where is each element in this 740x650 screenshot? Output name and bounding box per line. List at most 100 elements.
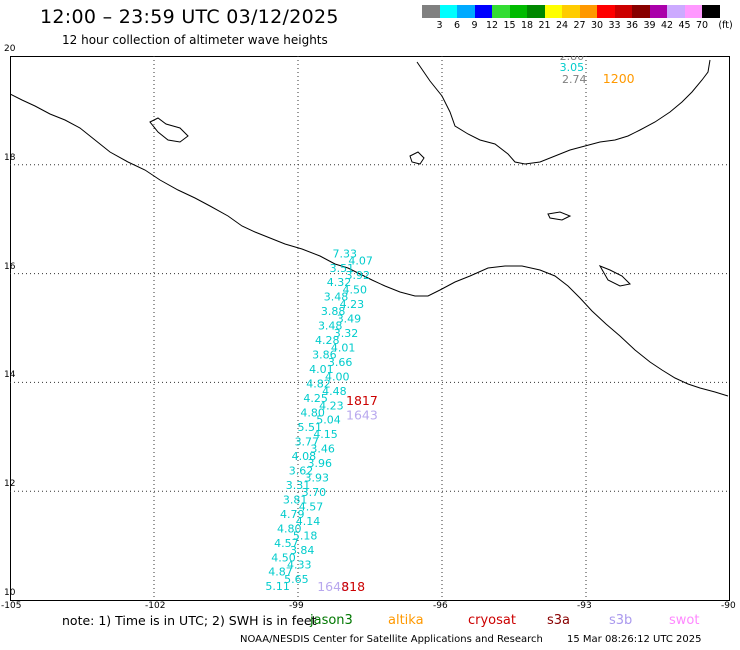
legend-tick-label: 70 xyxy=(695,20,709,31)
satellite-s3a: s3a xyxy=(547,613,571,628)
legend-swatch xyxy=(632,5,650,18)
swh-value-label: 4.50 xyxy=(271,551,296,564)
swh-value-label: 3.84 xyxy=(290,544,315,557)
legend-tick-label: 9 xyxy=(471,20,478,31)
satellite-jason3: jason3 xyxy=(310,613,353,628)
legend-tick-label: 21 xyxy=(538,20,551,31)
legend-swatch xyxy=(422,5,440,18)
swh-value-label: 4.87 xyxy=(268,566,293,579)
swh-value-label: 4.48 xyxy=(322,385,347,398)
swh-value-label: 3.46 xyxy=(310,443,335,456)
swh-value-label: 2.74 xyxy=(562,73,587,86)
swh-value-label: 4.15 xyxy=(313,428,338,441)
swh-value-label: 4.50 xyxy=(343,283,368,296)
latitude-label: 16 xyxy=(4,261,16,272)
legend-swatch xyxy=(562,5,580,18)
latitude-label: 18 xyxy=(4,152,16,163)
legend-swatch xyxy=(702,5,720,18)
swh-value-label: 3.51 xyxy=(330,262,355,275)
map-title: 12:00 – 23:59 UTC 03/12/2025 xyxy=(40,6,339,28)
swh-value-label: 3.62 xyxy=(289,464,314,477)
legend-tick-label: 6 xyxy=(453,20,461,31)
legend-swatch xyxy=(649,5,667,18)
legend-tick-label: 42 xyxy=(660,20,674,31)
swh-value-label: 4.00 xyxy=(325,370,350,383)
legend-swatch xyxy=(509,5,527,18)
swh-value-label: 4.08 xyxy=(292,450,317,463)
credit-text: NOAA/NESDIS Center for Satellite Applica… xyxy=(240,634,543,645)
wave-height-map: 7.334.073.513.924.324.503.484.233.883.49… xyxy=(10,56,730,601)
swh-value-label: 5.11 xyxy=(265,580,290,593)
swh-value-label: 4.82 xyxy=(306,378,331,391)
swh-value-label: 2.80 xyxy=(560,56,585,63)
island-coast xyxy=(598,265,632,287)
swh-value-label: 4.14 xyxy=(296,515,321,528)
legend-swatch xyxy=(544,5,562,18)
pass-time-label: 1643 xyxy=(317,579,349,594)
latitude-label: 14 xyxy=(4,370,16,381)
longitude-label: -96 xyxy=(433,601,448,611)
legend-tick-label: 30 xyxy=(590,20,604,31)
map-subtitle: 12 hour collection of altimeter wave hei… xyxy=(62,33,328,47)
swh-value-label: 4.25 xyxy=(303,392,328,405)
legend-tick-label: 27 xyxy=(573,20,586,31)
satellite-altika: altika xyxy=(388,613,424,628)
longitude-label: -105 xyxy=(1,601,22,611)
swh-value-label: 3.31 xyxy=(286,479,311,492)
swh-value-label: 3.77 xyxy=(295,435,320,448)
generated-timestamp: 15 Mar 08:26:12 UTC 2025 xyxy=(567,634,702,645)
legend-tick-label: 18 xyxy=(520,20,534,31)
swh-value-label: 4.01 xyxy=(331,341,356,354)
swh-value-label: 3.49 xyxy=(337,312,362,325)
longitude-label: -99 xyxy=(289,601,304,611)
swh-value-label: 4.07 xyxy=(348,255,373,268)
legend-tick-label: 45 xyxy=(678,20,691,31)
swh-value-label: 3.81 xyxy=(283,493,308,506)
legend-swatch xyxy=(492,5,510,18)
swh-value-label: 5.51 xyxy=(297,421,322,434)
swh-value-label: 5.04 xyxy=(316,414,341,427)
satellite-cryosat: cryosat xyxy=(468,613,516,628)
island-lagoon xyxy=(409,151,425,165)
footer-note: note: 1) Time is in UTC; 2) SWH is in fe… xyxy=(62,613,317,628)
legend-tick-label: 24 xyxy=(555,20,569,31)
legend-labels: 3 6 9 12 15 18 21 24 27 30 33 36 39 42 45 70 (ft) xyxy=(422,18,740,32)
swh-value-label: 7.33 xyxy=(333,247,358,260)
legend-swatch xyxy=(439,5,457,18)
legend-swatch xyxy=(457,5,475,18)
swh-value-label: 4.57 xyxy=(299,501,324,514)
pass-time-label: 1200 xyxy=(603,71,635,86)
legend-tick-label: 33 xyxy=(608,20,621,31)
latitude-label: 12 xyxy=(4,479,16,490)
pass-time-label: 1817 xyxy=(346,393,378,408)
legend-swatches xyxy=(422,5,740,18)
swh-value-label: 3.86 xyxy=(312,349,337,362)
island-keys xyxy=(547,211,572,221)
coastline-gulf xyxy=(416,59,711,165)
satellite-s3b: s3b xyxy=(609,613,633,628)
swh-value-label: 4.57 xyxy=(274,537,299,550)
coastline-mexico-pacific xyxy=(10,93,729,397)
legend-swatch xyxy=(474,5,492,18)
satellite-swot: swot xyxy=(669,613,700,628)
swh-value-label: 4.01 xyxy=(309,363,334,376)
swh-value-label: 3.93 xyxy=(305,472,330,485)
swh-value-label: 4.79 xyxy=(280,508,305,521)
swh-value-label: 3.96 xyxy=(307,457,332,470)
swh-value-label: 3.66 xyxy=(328,356,353,369)
swh-value-label: 3.92 xyxy=(345,269,370,282)
legend-tick-label: 39 xyxy=(643,20,656,31)
legend-tick-label: 3 xyxy=(436,20,443,31)
lat-lon-grid xyxy=(10,56,730,600)
latitude-label: 20 xyxy=(4,44,16,54)
swh-value-label: 4.80 xyxy=(300,407,325,420)
color-legend: 3 6 9 12 15 18 21 24 27 30 33 36 39 42 45 70 (ft) xyxy=(422,5,740,32)
swh-value-label: 3.48 xyxy=(318,320,343,333)
map-labels: 7.334.073.513.924.324.503.484.233.883.49… xyxy=(265,56,634,594)
legend-swatch xyxy=(667,5,685,18)
legend-swatch xyxy=(597,5,615,18)
latitude-label: 10 xyxy=(4,588,16,598)
swh-value-label: 4.33 xyxy=(287,558,312,571)
swh-value-label: 3.88 xyxy=(321,305,346,318)
swh-value-label: 4.32 xyxy=(327,276,352,289)
